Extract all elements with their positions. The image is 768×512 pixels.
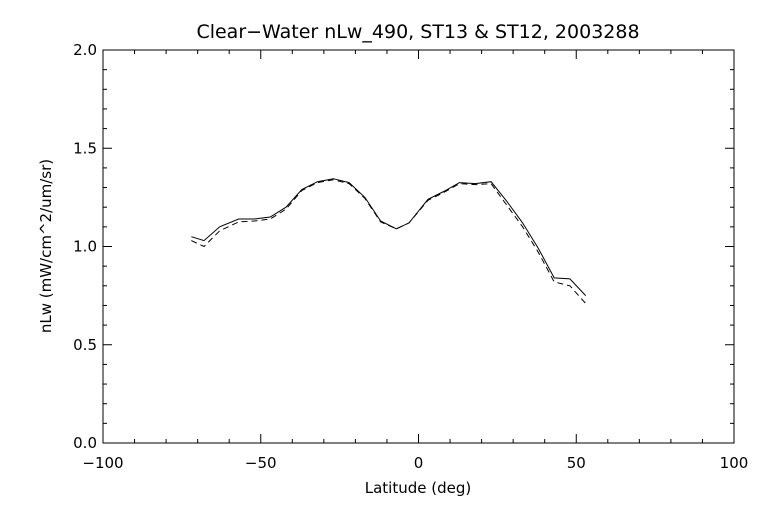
- chart-title: Clear−Water nLw_490, ST13 & ST12, 200328…: [196, 21, 639, 43]
- y-tick-label: 1.0: [73, 238, 97, 256]
- series-line-dashed: [191, 179, 587, 304]
- x-tick-label: 0: [414, 454, 424, 472]
- x-tick-label: 50: [567, 454, 586, 472]
- y-tick-label: 2.0: [73, 41, 97, 59]
- x-tick-label: −50: [245, 454, 277, 472]
- y-axis-label: nLw (mW/cm^2/um/sr): [37, 159, 55, 333]
- axis-ticks: −100 −50 0 50 100 0.0 0.5 1.0 1.5 2.0: [73, 41, 748, 472]
- x-tick-label: 100: [720, 454, 749, 472]
- y-tick-label: 1.5: [73, 139, 97, 157]
- series-line-solid: [191, 178, 587, 296]
- series-layer: [191, 178, 587, 304]
- x-tick-label: −100: [82, 454, 123, 472]
- y-tick-label: 0.0: [73, 434, 97, 452]
- plot-frame: [102, 49, 735, 444]
- x-axis-label: Latitude (deg): [365, 479, 471, 497]
- y-tick-label: 0.5: [73, 336, 97, 354]
